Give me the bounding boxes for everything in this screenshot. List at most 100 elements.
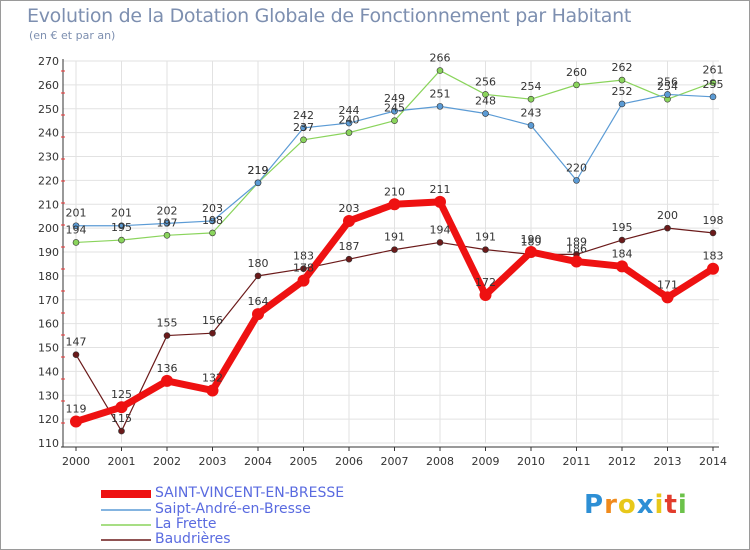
logo-letter: P [584, 490, 605, 520]
axes [61, 59, 719, 451]
data-label: 254 [521, 80, 542, 93]
data-point [707, 262, 719, 275]
data-label: 210 [384, 185, 405, 198]
data-label: 136 [157, 362, 178, 375]
data-point [345, 119, 353, 127]
data-point [436, 103, 444, 110]
x-tick-label: 2001 [108, 455, 136, 468]
data-label: 189 [566, 235, 587, 248]
x-tick-labels: 2000 2001 2002 2003 2004 2005 2006 2007 2008 2009… [62, 455, 727, 468]
data-label: 183 [703, 250, 724, 263]
y-tick-label: 240 [38, 127, 59, 140]
data-label: 189 [521, 235, 542, 248]
data-label: 191 [384, 231, 405, 244]
data-label: 251 [430, 87, 451, 100]
data-point [254, 272, 262, 280]
y-tick-labels: 110 120 130 140 150 160 170 180 190 200 210 220 230 2… [38, 55, 59, 450]
data-point [345, 129, 353, 136]
data-label: 172 [475, 276, 496, 289]
y-tick-label: 180 [38, 270, 59, 283]
data-label: 211 [430, 183, 451, 196]
data-label: 156 [202, 314, 223, 327]
y-tick-label: 120 [38, 413, 59, 426]
data-point [72, 222, 80, 230]
data-label: 180 [248, 257, 269, 270]
data-label: 220 [566, 161, 587, 174]
data-point [618, 100, 626, 108]
x-tick-label: 2005 [290, 455, 318, 468]
data-point [573, 177, 580, 184]
data-point [163, 231, 171, 239]
data-point [434, 195, 446, 208]
y-tick-label: 190 [38, 246, 59, 259]
logo-letter: r [604, 490, 618, 520]
data-point [297, 274, 310, 287]
x-tick-label: 2007 [381, 455, 409, 468]
chart-subtitle: (en € et par an) [29, 29, 116, 42]
data-point [664, 224, 671, 232]
x-tick-label: 2011 [563, 455, 591, 468]
y-tick-label: 200 [38, 222, 59, 235]
chart-title: Evolution de la Dotation Globale de Fonc… [27, 5, 632, 27]
data-label: 178 [293, 262, 314, 275]
data-label: 249 [384, 92, 405, 105]
y-tick-label: 270 [38, 55, 59, 68]
x-tick-label: 2008 [426, 455, 454, 468]
data-label: 191 [475, 231, 496, 244]
data-point [300, 265, 307, 273]
legend-entry-la-frette: La Frette [155, 516, 217, 532]
data-label: 248 [475, 95, 496, 108]
data-label: 171 [657, 278, 678, 291]
data-label: 243 [521, 106, 542, 119]
data-label: 155 [157, 317, 178, 330]
data-label: 195 [612, 221, 633, 234]
data-point [709, 229, 717, 237]
data-label: 261 [703, 63, 724, 76]
data-label: 190 [521, 233, 542, 246]
data-label: 195 [111, 221, 132, 234]
data-label: 200 [657, 209, 678, 222]
data-point [254, 179, 262, 187]
data-label: 119 [66, 403, 87, 416]
y-tick-label: 210 [38, 198, 59, 211]
x-tick-label: 2012 [608, 455, 636, 468]
data-point [163, 220, 171, 227]
data-label: 132 [202, 371, 223, 384]
logo-letter: x [636, 490, 655, 520]
logo-letter: i [677, 490, 688, 520]
data-label: 240 [339, 114, 360, 127]
y-tick-label: 170 [38, 294, 59, 307]
logo-letter: o [617, 490, 637, 520]
data-point [72, 351, 80, 358]
y-tick-label: 260 [38, 79, 59, 92]
data-label: 245 [384, 102, 405, 115]
data-label: 255 [703, 78, 724, 91]
data-label: 198 [202, 214, 223, 227]
data-label: 203 [339, 202, 360, 215]
data-label: 194 [430, 223, 451, 236]
data-point [391, 117, 398, 124]
data-label: 262 [612, 61, 633, 74]
data-point [527, 95, 535, 103]
data-label: 256 [475, 75, 496, 88]
data-label: 198 [703, 214, 724, 227]
y-tick-label: 110 [38, 437, 59, 450]
data-point [616, 260, 628, 273]
data-point [300, 124, 307, 132]
data-label: 244 [339, 104, 360, 117]
y-tick-label: 140 [38, 365, 59, 378]
data-label: 164 [248, 295, 269, 308]
x-tick-label: 2002 [153, 455, 181, 468]
x-tick-label: 2006 [335, 455, 363, 468]
data-label: 242 [293, 109, 314, 122]
data-point [527, 122, 535, 129]
x-tick-label: 2010 [517, 455, 545, 468]
data-point [118, 236, 125, 244]
legend-entry-saint-vincent: SAINT-VINCENT-EN-BRESSE [155, 485, 345, 501]
legend-entry-saipt-andre: Saipt-André-en-Bresse [155, 501, 311, 517]
data-label: 187 [339, 240, 360, 253]
data-point [118, 222, 125, 230]
legend-entry-baudrieres: Baudrières [155, 531, 231, 547]
